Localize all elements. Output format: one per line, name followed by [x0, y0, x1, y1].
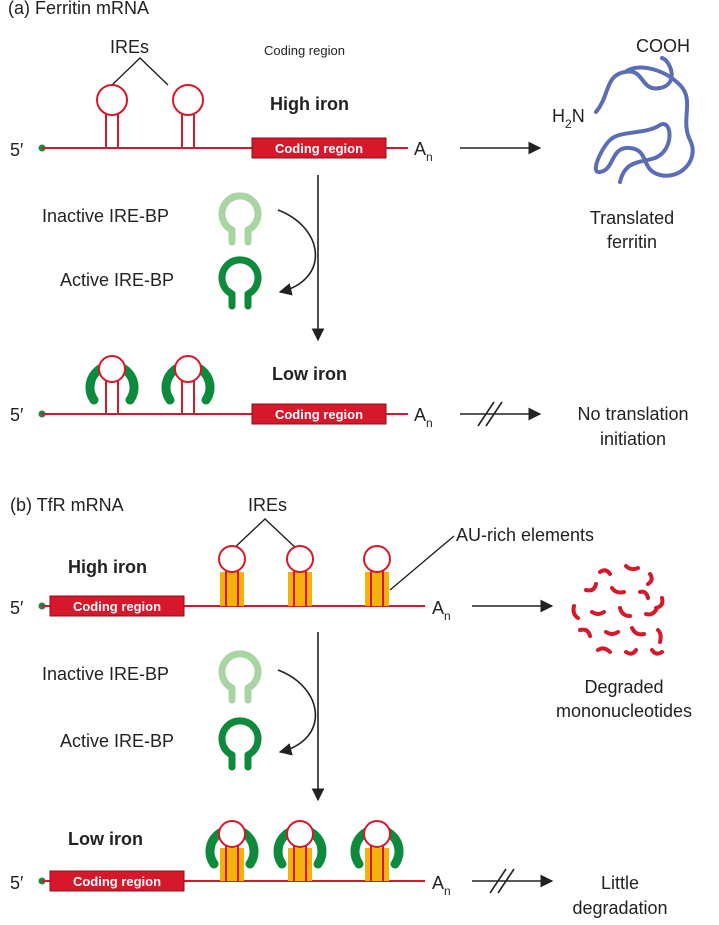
- panel-a-low-iron-label: Low iron: [272, 364, 347, 384]
- panel-b-inactive-irebp-icon: [218, 650, 262, 704]
- panel-b-5prime-high: 5′: [10, 598, 24, 618]
- panel-b-mononucleotides-label: mononucleotides: [556, 701, 692, 721]
- panel-b-coding-region-box-high: [49, 595, 185, 617]
- panel-b-ire-3-bound: [350, 820, 404, 881]
- panel-b-poly-a-high: An: [432, 598, 451, 623]
- panel-a-5prime-high: 5′: [10, 140, 24, 160]
- panel-b-title: (b) TfR mRNA: [10, 495, 124, 515]
- panel-a-high-iron-label: High iron: [270, 94, 349, 114]
- panel-a-no-translation-label: No translation: [577, 404, 688, 424]
- panel-a-activation-arrow: [277, 209, 317, 296]
- panel-b-au-label: AU-rich elements: [456, 525, 594, 545]
- panel-a-ire-1-high: [96, 84, 128, 148]
- panel-a-coding-region-header: Coding region: [264, 43, 345, 58]
- panel-b-degraded-label: Degraded: [584, 677, 663, 697]
- panel-b-ire-2-bound: [273, 820, 327, 881]
- mononucleotides-icon: [571, 564, 665, 656]
- panel-b-little-label: Little: [601, 873, 639, 893]
- panel-a-ire-2-bound: [161, 355, 215, 414]
- panel-b-coding-region-text-low: Coding region: [73, 874, 161, 889]
- panel-a-coding-region-box-low: [251, 403, 387, 425]
- panel-a-active-label: Active IRE-BP: [60, 270, 174, 290]
- panel-b-ire-2-high: [286, 545, 314, 606]
- panel-b-ire-1-high: [218, 545, 246, 606]
- panel-b-blocked-arrow: [472, 868, 554, 894]
- panel-a-cooh-label: COOH: [636, 36, 690, 56]
- panel-a-blocked-arrow: [460, 401, 542, 427]
- panel-b-ires-pointer: [231, 518, 299, 551]
- panel-b-poly-a-low: An: [432, 873, 451, 898]
- panel-b-5prime-low: 5′: [10, 873, 24, 893]
- panel-b-active-label: Active IRE-BP: [60, 731, 174, 751]
- panel-b-inactive-label: Inactive IRE-BP: [42, 664, 169, 684]
- panel-b-coding-region-text-high: Coding region: [73, 599, 161, 614]
- panel-b-coding-region-box-low: [49, 870, 185, 892]
- panel-a-inactive-label: Inactive IRE-BP: [42, 206, 169, 226]
- panel-a-ferritin-label: ferritin: [607, 232, 657, 252]
- panel-b-ire-3-high: [363, 545, 391, 606]
- panel-a-h2n-label: H2N: [552, 106, 585, 131]
- panel-a-translated-label: Translated: [590, 208, 674, 228]
- panel-a-ires-pointer: [111, 57, 169, 86]
- panel-a-5prime-low: 5′: [10, 405, 24, 425]
- ferritin-protein-icon: [593, 56, 695, 184]
- panel-a-coding-region-text-high: Coding region: [275, 141, 363, 156]
- panel-a-ire-1-bound: [85, 355, 139, 414]
- panel-b-ire-1-bound: [205, 820, 259, 881]
- panel-b-ires-label: IREs: [248, 495, 287, 515]
- panel-a-ire-2-high: [172, 84, 204, 148]
- panel-a-inactive-irebp-icon: [218, 192, 262, 246]
- panel-a-ires-label: IREs: [110, 37, 149, 57]
- panel-a-poly-a-high: An: [414, 139, 433, 164]
- panel-b-degradation-label: degradation: [572, 898, 667, 918]
- panel-a-coding-region-text-low: Coding region: [275, 407, 363, 422]
- panel-b-low-iron-label: Low iron: [68, 829, 143, 849]
- panel-b-au-pointer: [389, 535, 455, 591]
- panel-a-title: (a) Ferritin mRNA: [8, 0, 149, 18]
- panel-a-active-irebp-icon: [218, 256, 262, 310]
- panel-b-high-iron-label: High iron: [68, 557, 147, 577]
- panel-b-activation-arrow: [277, 669, 317, 756]
- panel-a-coding-region-box-high: [251, 137, 387, 159]
- panel-a-initiation-label: initiation: [600, 429, 666, 449]
- panel-b-active-irebp-icon: [218, 717, 262, 771]
- panel-a-poly-a-low: An: [414, 405, 433, 430]
